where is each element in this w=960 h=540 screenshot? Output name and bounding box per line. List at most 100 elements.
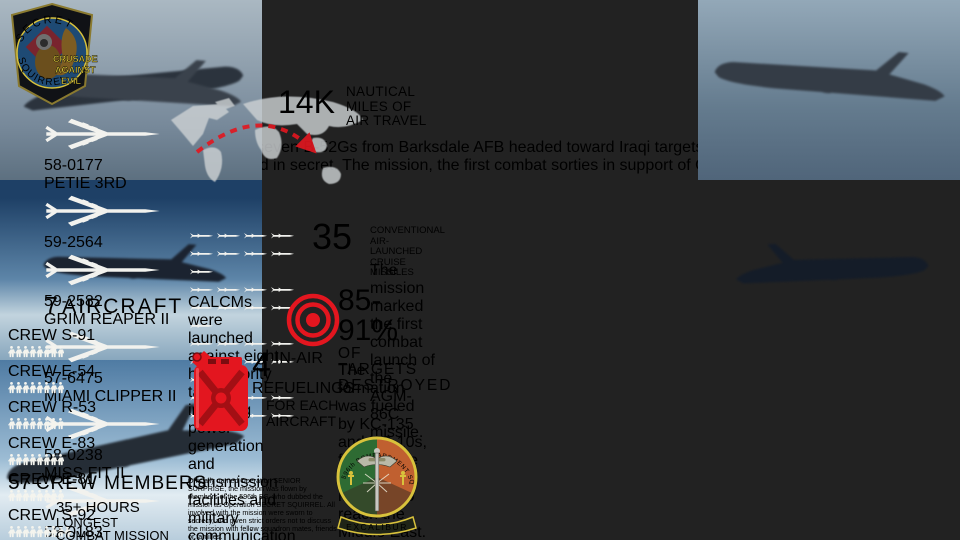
crew-label: CREW E-81 bbox=[8, 471, 96, 488]
refuel-line2: REFUELINGS bbox=[252, 380, 355, 397]
aircraft-row: 57-6475 MIAMI CLIPPER II bbox=[44, 329, 194, 406]
stat-hours-line1: LONGEST bbox=[56, 515, 119, 530]
person-icon bbox=[36, 417, 43, 430]
crew-member-icons bbox=[8, 417, 96, 435]
person-icon bbox=[15, 345, 22, 358]
person-icon bbox=[29, 417, 36, 430]
stat-crew-value: 57 bbox=[8, 471, 32, 494]
target-icon bbox=[286, 293, 340, 347]
person-icon bbox=[22, 345, 29, 358]
cruise-missile-icon bbox=[242, 287, 269, 293]
cruise-missile-icon bbox=[188, 251, 215, 257]
aircraft-row: 58-0177 PETIE 3RD bbox=[44, 116, 194, 193]
aircraft-list: 58-0177 PETIE 3RD 59-2564 59-2582 GRIM REAPE… bbox=[44, 116, 194, 540]
person-icon bbox=[15, 417, 22, 430]
stat-refuel-value: 4 bbox=[252, 346, 271, 384]
aircraft-row: 59-2564 bbox=[44, 193, 194, 252]
aircraft-serial: 58-0177 bbox=[44, 157, 103, 174]
cruise-missile-icon bbox=[269, 251, 296, 257]
person-icon bbox=[8, 525, 15, 538]
refuel-line4: AIRCRAFT bbox=[266, 413, 336, 429]
person-icon bbox=[43, 381, 50, 394]
stat-air-travel-label: NAUTICAL MILES OF AIR TRAVEL bbox=[346, 84, 427, 128]
b52-silhouette-icon bbox=[44, 193, 162, 229]
aircraft-row: 59-2582 GRIM REAPER II bbox=[44, 252, 194, 329]
crew-row: CREW S-91 bbox=[8, 327, 96, 363]
crew-member-icons bbox=[8, 345, 96, 363]
person-icon bbox=[43, 453, 50, 466]
person-icon bbox=[22, 381, 29, 394]
aircraft-serial: 57-6475 bbox=[44, 370, 103, 387]
squadron-patch-banner: EXCALIBUR bbox=[346, 522, 408, 532]
cruise-missile-icon bbox=[215, 251, 242, 257]
cruise-missile-icon bbox=[188, 233, 215, 239]
cruise-missile-icon bbox=[215, 233, 242, 239]
person-icon bbox=[57, 345, 64, 358]
person-icon bbox=[29, 453, 36, 466]
crew-label: CREW E-83 bbox=[8, 435, 96, 452]
person-icon bbox=[57, 453, 64, 466]
person-icon bbox=[22, 525, 29, 538]
person-icon bbox=[43, 417, 50, 430]
crew-row: CREW E-83 bbox=[8, 435, 96, 471]
person-icon bbox=[57, 381, 64, 394]
crew-row: CREW S-92 bbox=[8, 507, 96, 540]
stat-hours-value: 35+ HOURS bbox=[56, 499, 140, 516]
b52-silhouette-icon bbox=[44, 116, 162, 152]
cruise-missile-icon bbox=[242, 233, 269, 239]
person-icon bbox=[29, 525, 36, 538]
aircraft-nickname: PETIE 3RD bbox=[44, 175, 127, 192]
stat-targets-value: 85-91% bbox=[338, 284, 399, 347]
cruise-missile-icon bbox=[188, 269, 215, 275]
stat-targets-label2: DESTROYED bbox=[338, 377, 453, 394]
stat-targets-label1: OF TARGETS bbox=[338, 345, 418, 378]
person-icon bbox=[15, 525, 22, 538]
person-icon bbox=[57, 417, 64, 430]
crew-member-icons bbox=[8, 381, 96, 399]
aircraft-serial: 59-2564 bbox=[44, 234, 103, 251]
person-icon bbox=[50, 417, 57, 430]
person-icon bbox=[43, 345, 50, 358]
cruise-missile-icon bbox=[215, 287, 242, 293]
aircraft-nickname: MISS FIT II bbox=[44, 465, 125, 482]
refuel-line1: IN-AIR bbox=[274, 350, 323, 367]
person-icon bbox=[8, 453, 15, 466]
crew-label: CREW S-91 bbox=[8, 327, 96, 344]
person-icon bbox=[36, 381, 43, 394]
crew-row: CREW R-53 bbox=[8, 399, 96, 435]
missiles-label-line2: AIR-LAUNCHED bbox=[370, 235, 423, 257]
person-icon bbox=[36, 453, 43, 466]
person-icon bbox=[50, 345, 57, 358]
secret-squirrel-patch: SECRET SQUIRREL CRUSADER AGAINST EVIL bbox=[10, 2, 98, 106]
squadron-note: Officially named Operation SENIOR SURPRI… bbox=[188, 477, 337, 540]
person-icon bbox=[50, 381, 57, 394]
crew-label: CREW R-53 bbox=[8, 399, 97, 416]
patch-motto-line1: CRUSADER bbox=[53, 54, 98, 64]
infographic-panel: SECRET SQUIRREL CRUSADER AGAINST EVIL OP… bbox=[0, 2, 940, 540]
person-icon bbox=[29, 381, 36, 394]
cruise-missile-icon bbox=[269, 233, 296, 239]
person-icon bbox=[43, 525, 50, 538]
person-icon bbox=[50, 453, 57, 466]
stat-aircraft-value: 7 bbox=[45, 292, 58, 318]
aircraft-nickname: GRIM REAPER II bbox=[44, 311, 170, 328]
cruise-missile-icon bbox=[188, 287, 215, 293]
person-icon bbox=[36, 345, 43, 358]
patch-motto-line2: AGAINST bbox=[55, 65, 96, 75]
person-icon bbox=[15, 381, 22, 394]
person-icon bbox=[15, 453, 22, 466]
crew-label: CREW E-54 bbox=[8, 363, 96, 380]
missile-column bbox=[188, 226, 312, 280]
person-icon bbox=[8, 381, 15, 394]
stat-missiles-value: 35 bbox=[312, 216, 353, 257]
stat-hours-line2: COMBAT MISSION bbox=[56, 528, 169, 540]
cruise-missile-icon bbox=[242, 251, 269, 257]
person-icon bbox=[29, 345, 36, 358]
stat-aircraft-label: AIRCRAFT bbox=[62, 295, 184, 318]
b52-silhouette-icon bbox=[44, 252, 162, 288]
person-icon bbox=[22, 417, 29, 430]
stat-crew-label: CREW MEMBERS bbox=[35, 473, 208, 494]
flight-route-arc bbox=[195, 123, 317, 154]
crew-list: CREW S-91 CREW E-54 CREW R-53 CREW E-83 CREW… bbox=[8, 327, 96, 540]
